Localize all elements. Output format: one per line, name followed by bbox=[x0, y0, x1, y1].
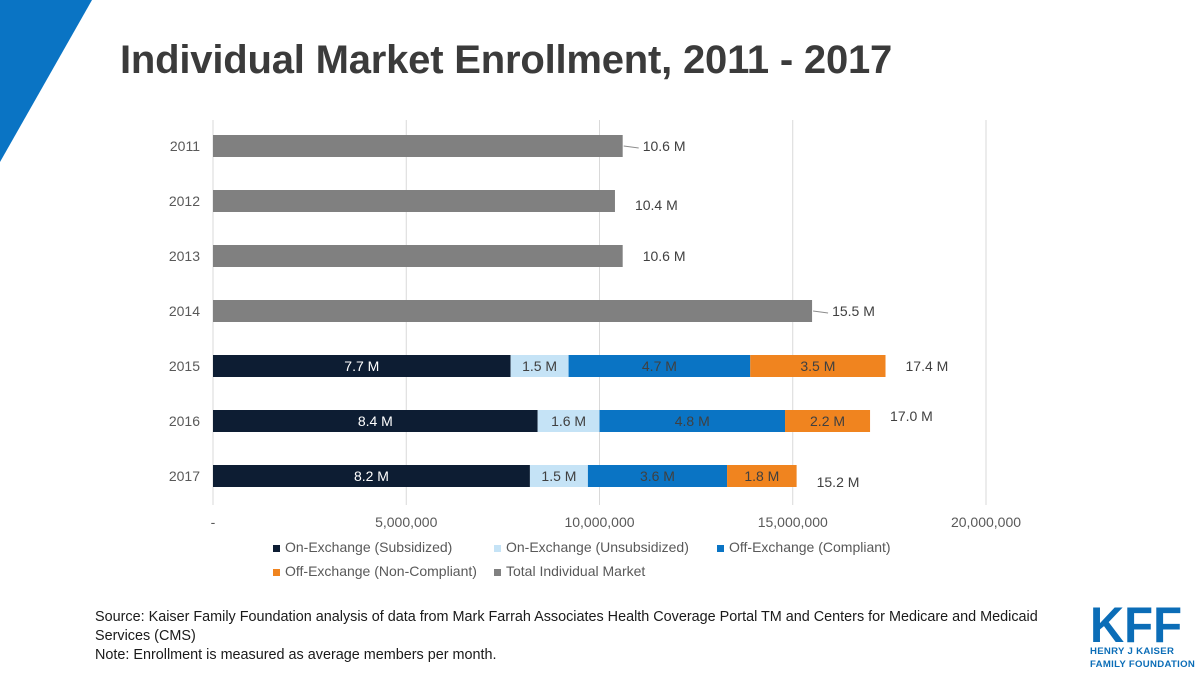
svg-text:KFF: KFF bbox=[1090, 602, 1182, 644]
legend-swatch bbox=[494, 569, 501, 576]
bar-segment bbox=[587, 465, 728, 487]
bar-segment bbox=[213, 135, 623, 157]
bar-segment bbox=[213, 465, 530, 487]
category-label: 2012 bbox=[169, 193, 200, 209]
total-label: 17.4 M bbox=[906, 358, 949, 374]
x-tick-label: 20,000,000 bbox=[951, 514, 1021, 530]
bar-segment bbox=[750, 355, 886, 377]
category-label: 2017 bbox=[169, 468, 200, 484]
segment-label: 1.6 M bbox=[551, 413, 586, 429]
segment-label: 1.5 M bbox=[522, 358, 557, 374]
legend-swatch bbox=[273, 569, 280, 576]
x-tick-label: - bbox=[211, 514, 216, 530]
total-label: 15.2 M bbox=[817, 474, 860, 490]
total-label: 17.0 M bbox=[890, 408, 933, 424]
segment-label: 8.2 M bbox=[354, 468, 389, 484]
segment-label: 8.4 M bbox=[358, 413, 393, 429]
total-label: 10.6 M bbox=[643, 248, 686, 264]
legend-label: On-Exchange (Unsubsidized) bbox=[506, 539, 689, 555]
category-label: 2011 bbox=[170, 138, 200, 154]
note-line: Note: Enrollment is measured as average … bbox=[95, 647, 497, 663]
bar-segment bbox=[727, 465, 797, 487]
segment-label: 7.7 M bbox=[344, 358, 379, 374]
source-note: Source: Kaiser Family Foundation analysi… bbox=[95, 608, 1085, 665]
bar-segment bbox=[213, 355, 511, 377]
logo-subtitle-2: FAMILY FOUNDATION bbox=[1090, 659, 1196, 670]
segment-label: 4.7 M bbox=[642, 358, 677, 374]
segment-label: 4.8 M bbox=[675, 413, 710, 429]
legend-label: Total Individual Market bbox=[506, 563, 645, 579]
total-label: 15.5 M bbox=[832, 303, 875, 319]
segment-label: 3.6 M bbox=[640, 468, 675, 484]
x-tick-label: 15,000,000 bbox=[758, 514, 828, 530]
page-title: Individual Market Enrollment, 2011 - 201… bbox=[120, 38, 893, 82]
x-tick-label: 10,000,000 bbox=[564, 514, 634, 530]
bar-segment bbox=[213, 190, 615, 212]
bar-segment bbox=[213, 410, 538, 432]
segment-label: 2.2 M bbox=[810, 413, 845, 429]
category-label: 2015 bbox=[169, 358, 200, 374]
source-line: Source: Kaiser Family Foundation analysi… bbox=[95, 609, 1038, 644]
category-label: 2016 bbox=[169, 413, 200, 429]
bar-segment bbox=[529, 465, 588, 487]
segment-label: 1.5 M bbox=[541, 468, 576, 484]
legend-swatch bbox=[717, 545, 724, 552]
legend-label: On-Exchange (Subsidized) bbox=[285, 539, 452, 555]
kff-logo-mark: KFF bbox=[1090, 602, 1182, 644]
corner-accent bbox=[0, 0, 92, 162]
segment-label: 1.8 M bbox=[744, 468, 779, 484]
bar-segment bbox=[568, 355, 751, 377]
legend-label: Off-Exchange (Non-Compliant) bbox=[285, 563, 477, 579]
bar-segment bbox=[537, 410, 600, 432]
bar-segment bbox=[213, 300, 813, 322]
bar-segment bbox=[599, 410, 786, 432]
total-label: 10.4 M bbox=[635, 197, 678, 213]
bar-segment bbox=[213, 245, 623, 267]
legend-swatch bbox=[494, 545, 501, 552]
bar-segment bbox=[510, 355, 569, 377]
total-leader-line bbox=[813, 310, 829, 314]
bar-segment bbox=[785, 410, 871, 432]
kff-logo: KFF HENRY J KAISER FAMILY FOUNDATION bbox=[1090, 602, 1196, 670]
category-label: 2014 bbox=[169, 303, 200, 319]
category-label: 2013 bbox=[169, 248, 200, 264]
x-tick-label: 5,000,000 bbox=[375, 514, 437, 530]
logo-subtitle-1: HENRY J KAISER bbox=[1090, 646, 1175, 657]
segment-label: 3.5 M bbox=[800, 358, 835, 374]
enrollment-bar-chart: 10.6 M 10.4 M 10.6 M 15.5 M 7.7 M 1.5 M 4.7 M 3… bbox=[169, 120, 1021, 579]
total-leader-line bbox=[623, 145, 639, 149]
legend-label: Off-Exchange (Compliant) bbox=[729, 539, 891, 555]
legend-swatch bbox=[273, 545, 280, 552]
total-label: 10.6 M bbox=[643, 138, 686, 154]
